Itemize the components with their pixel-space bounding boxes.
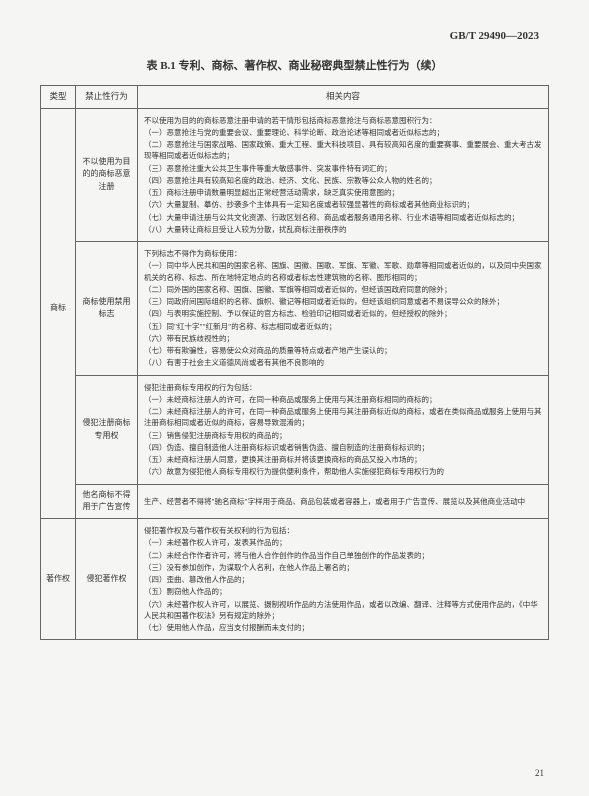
type-cell: 商标 <box>41 242 76 376</box>
behavior-cell: 不以使用为目的的商标恶意注册 <box>76 108 138 242</box>
table-row: 不以使用为目的的商标恶意注册不以使用为目的的商标恶意注册申请的若干情形包括商标恶… <box>41 108 549 242</box>
type-cell <box>41 484 76 519</box>
type-cell <box>41 108 76 242</box>
standard-code: GB/T 29490—2023 <box>40 30 549 42</box>
behavior-cell: 商标使用禁用标志 <box>76 242 138 376</box>
page-number: 21 <box>535 768 544 778</box>
behavior-cell: 他名商标不得用于广告宣传 <box>76 484 138 519</box>
type-cell: 著作权 <box>41 519 76 640</box>
table-title: 表 B.1 专利、商标、著作权、商业秘密典型禁止性行为（续） <box>40 57 549 73</box>
content-cell: 侵犯著作权及与著作权有关权利的行为包括：（一）未经著作权人许可，发表其作品的；（… <box>138 519 549 640</box>
table-row: 著作权侵犯著作权侵犯著作权及与著作权有关权利的行为包括：（一）未经著作权人许可，… <box>41 519 549 640</box>
header-content: 相关内容 <box>138 86 549 109</box>
content-cell: 生产、经营者不得将"驰名商标"字样用于商品、商品包装或者容器上，或者用于广告宣传… <box>138 484 549 519</box>
header-behavior: 禁止性行为 <box>76 86 138 109</box>
header-type: 类型 <box>41 86 76 109</box>
behavior-cell: 侵犯著作权 <box>76 519 138 640</box>
header-row: 类型 禁止性行为 相关内容 <box>41 86 549 109</box>
table-row: 侵犯注册商标专用权侵犯注册商标专用权的行为包括：（一）未经商标注册人的许可，在同… <box>41 375 549 484</box>
content-cell: 侵犯注册商标专用权的行为包括：（一）未经商标注册人的许可，在同一种商品或服务上使… <box>138 375 549 484</box>
table-row: 他名商标不得用于广告宣传生产、经营者不得将"驰名商标"字样用于商品、商品包装或者… <box>41 484 549 519</box>
main-table: 类型 禁止性行为 相关内容 不以使用为目的的商标恶意注册不以使用为目的的商标恶意… <box>40 85 549 640</box>
table-row: 商标商标使用禁用标志下列标志不得作为商标使用：（一）同中华人民共和国的国家名称、… <box>41 242 549 376</box>
content-cell: 下列标志不得作为商标使用：（一）同中华人民共和国的国家名称、国旗、国徽、国歌、军… <box>138 242 549 376</box>
content-cell: 不以使用为目的的商标恶意注册申请的若干情形包括商标恶意抢注与商标恶意囤积行为：（… <box>138 108 549 242</box>
type-cell <box>41 375 76 484</box>
behavior-cell: 侵犯注册商标专用权 <box>76 375 138 484</box>
